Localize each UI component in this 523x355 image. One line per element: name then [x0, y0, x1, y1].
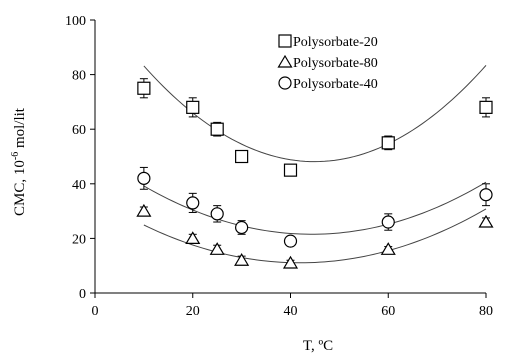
data-point-triangle	[234, 253, 250, 266]
data-point-circle	[137, 171, 151, 185]
data-point-square	[210, 122, 224, 136]
data-point-triangle	[209, 242, 225, 255]
y-tick-label: 80	[72, 69, 86, 84]
data-point-square	[479, 100, 493, 114]
fit-curve-square	[143, 65, 487, 163]
data-point-triangle	[185, 231, 201, 244]
y-axis-title-exponent: -6	[10, 152, 21, 160]
legend-label-circle: Polysorbate-40	[293, 77, 378, 92]
data-point-triangle	[380, 242, 396, 255]
x-tick-label: 80	[479, 304, 493, 319]
legend-marker-triangle	[277, 54, 293, 68]
y-axis-title: CMC, 10-6 mol/lit	[10, 107, 28, 216]
x-tick-label: 40	[284, 304, 298, 319]
data-point-circle	[210, 207, 224, 221]
y-tick-label: 20	[72, 232, 86, 247]
legend-label-triangle: Polysorbate-80	[293, 56, 378, 71]
data-point-circle	[186, 196, 200, 210]
data-point-square	[186, 100, 200, 114]
legend-marker-circle	[278, 76, 292, 90]
axes	[94, 20, 486, 294]
y-tick-label: 0	[79, 287, 86, 302]
legend-label-square: Polysorbate-20	[293, 35, 378, 50]
data-point-circle	[235, 220, 249, 235]
x-tick-label: 60	[381, 304, 395, 319]
data-point-square	[381, 136, 395, 150]
x-tick-label: 0	[92, 304, 99, 319]
data-point-square	[283, 163, 298, 177]
data-markers	[136, 81, 494, 269]
data-point-circle	[283, 234, 298, 248]
fit-curve-circle	[143, 181, 487, 235]
data-point-square	[137, 81, 151, 95]
y-axis-title-prefix: CMC, 10	[12, 160, 28, 216]
fit-curve-triangle	[143, 208, 487, 264]
x-axis-title: T, ºC	[303, 338, 333, 354]
legend-marker-square	[278, 34, 292, 48]
data-point-circle	[479, 188, 493, 202]
y-tick-label: 40	[72, 178, 86, 193]
data-point-circle	[381, 215, 395, 229]
legend: Polysorbate-20 Polysorbate-80 Polysorbate-…	[277, 34, 378, 92]
data-point-triangle	[136, 203, 152, 217]
data-point-square	[235, 149, 249, 164]
x-tick-label: 20	[186, 304, 200, 319]
y-axis-title-suffix: mol/lit	[12, 107, 28, 152]
x-axis-ticks: 0 20 40 60 80	[92, 293, 493, 319]
fit-curves	[143, 65, 487, 264]
y-axis-ticks: 0 20 40 60 80 100	[65, 14, 95, 302]
y-tick-label: 60	[72, 123, 86, 138]
data-point-triangle	[282, 255, 299, 269]
data-point-triangle	[478, 214, 494, 228]
y-tick-label: 100	[65, 14, 86, 29]
